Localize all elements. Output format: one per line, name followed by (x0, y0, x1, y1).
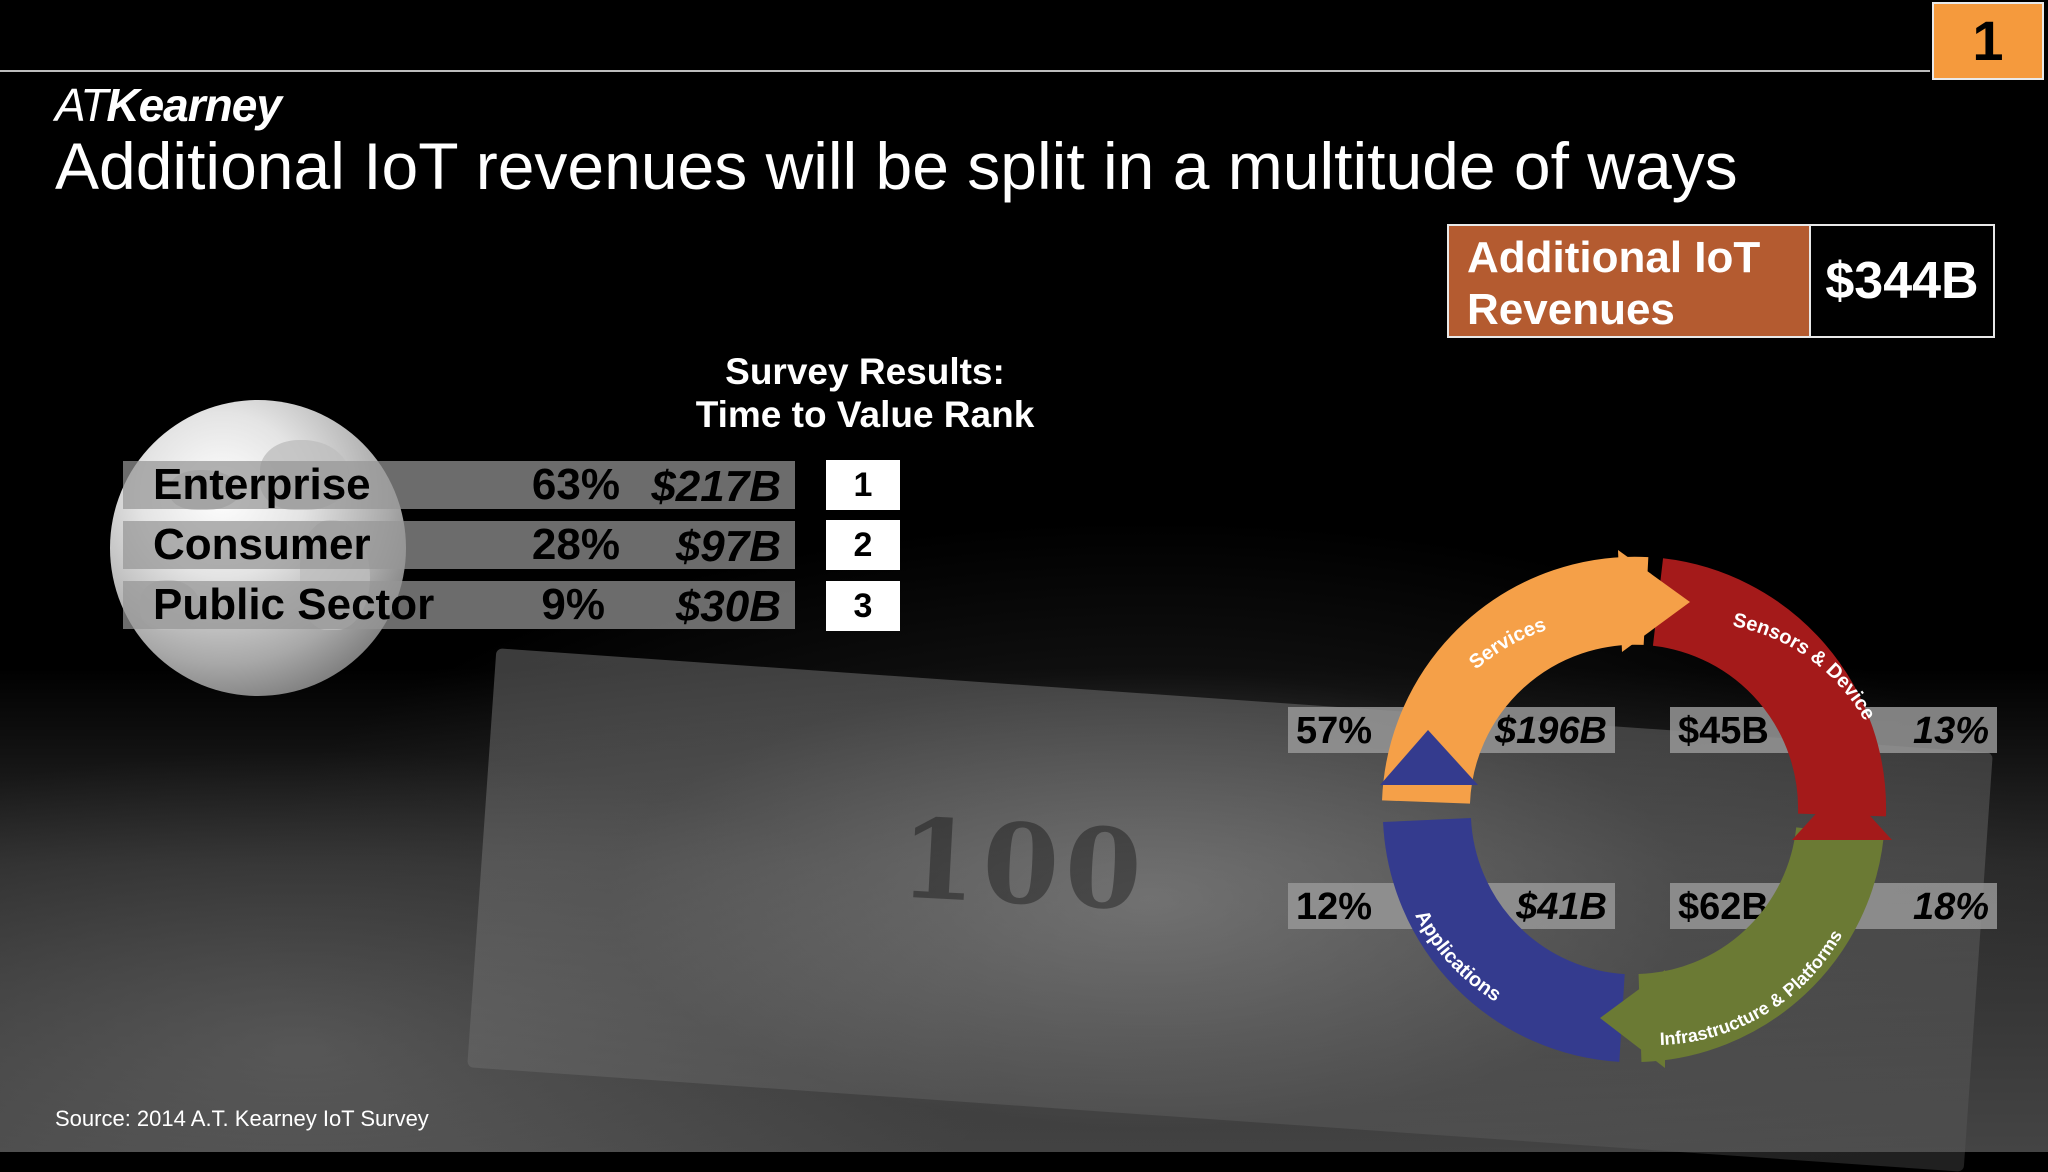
arrowhead-applications (1380, 730, 1478, 785)
segment-name: Consumer (153, 520, 371, 569)
source-note: Source: 2014 A.T. Kearney IoT Survey (55, 1106, 429, 1131)
segment-infrastructure (1637, 826, 1884, 1062)
page-number-badge: 1 (1932, 2, 2044, 80)
total-revenue-value: $344B (1809, 226, 1993, 336)
total-revenue-label-line2: Revenues (1467, 285, 1675, 334)
survey-title: Survey Results: Time to Value Rank (660, 350, 1070, 436)
segment-name: Public Sector (153, 580, 435, 629)
atkearney-logo: ATKearney (55, 78, 282, 132)
total-revenue-label: Additional IoT Revenues (1449, 226, 1809, 336)
page-title: Additional IoT revenues will be split in… (55, 129, 1738, 203)
total-revenue-label-line1: Additional IoT (1467, 233, 1761, 282)
iot-value-cycle-diagram: Services Sensors & Devices Infrastructur… (1360, 540, 1892, 1068)
arrowhead-infrastructure (1600, 970, 1665, 1068)
rank-badge-2: 2 (826, 520, 900, 570)
stat-sensors-value: $45B (1678, 710, 1769, 752)
segment-row-public-sector: Public Sector 9% $30B (123, 580, 795, 631)
total-revenue-box: Additional IoT Revenues $344B (1447, 224, 1995, 338)
segment-value: $97B (675, 522, 781, 571)
stat-applications-pct: 12% (1296, 886, 1373, 928)
segment-name: Enterprise (153, 460, 371, 509)
segment-sensors (1651, 558, 1887, 817)
banknote-numeral: 100 (896, 793, 1151, 936)
stat-services-value: $196B (1495, 710, 1607, 752)
survey-title-line1: Survey Results: (725, 351, 1005, 392)
segment-pct: 28% (531, 520, 620, 569)
segment-value: $217B (651, 462, 781, 511)
segment-applications (1383, 817, 1626, 1062)
stat-services-pct: 57% (1296, 710, 1373, 752)
stat-sensors-pct: 13% (1912, 710, 1989, 752)
rank-badge-3: 3 (826, 581, 900, 631)
stat-infrastructure-value: $62B (1678, 886, 1769, 928)
stat-services: 57% $196B (1288, 707, 1615, 753)
rank-badge-1: 1 (826, 460, 900, 510)
arrowhead-sensors (1792, 785, 1892, 840)
segment-row-enterprise: Enterprise 63% $217B (123, 460, 795, 511)
logo-at: AT (55, 79, 108, 131)
header-rule (0, 70, 1930, 72)
survey-title-line2: Time to Value Rank (695, 394, 1035, 435)
logo-name: Kearney (106, 79, 282, 131)
segment-value: $30B (675, 582, 781, 631)
arrowhead-services (1618, 550, 1690, 652)
segment-pct: 9% (541, 580, 605, 629)
stat-infrastructure-pct: 18% (1912, 886, 1989, 928)
stat-applications-value: $41B (1516, 886, 1607, 928)
segment-pct: 63% (531, 460, 620, 509)
segment-row-consumer: Consumer 28% $97B (123, 520, 795, 571)
